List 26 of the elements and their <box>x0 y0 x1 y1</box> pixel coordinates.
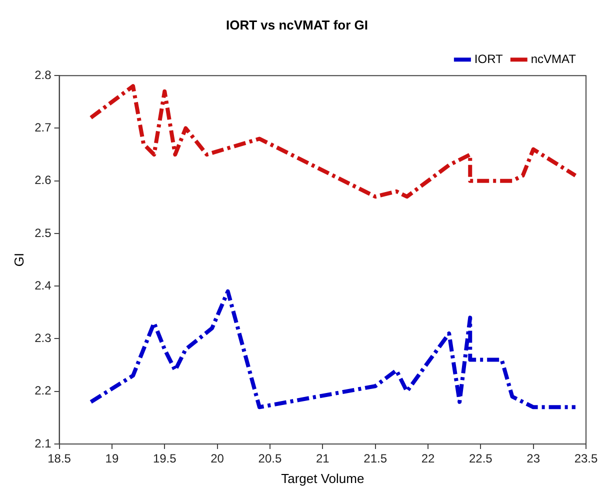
x-tick-label: 20.5 <box>258 452 282 466</box>
x-tick-label: 23.5 <box>574 452 598 466</box>
x-tick-label: 23 <box>526 452 540 466</box>
y-tick-label: 2.2 <box>34 384 52 398</box>
y-axis-title: GI <box>11 252 26 267</box>
y-tick-label: 2.6 <box>34 173 52 188</box>
x-tick-label: 21.5 <box>364 452 388 466</box>
legend-label: ncVMAT <box>530 52 577 66</box>
x-tick-label: 20 <box>210 452 224 466</box>
x-tick-label: 22.5 <box>468 452 493 466</box>
y-tick-label: 2.5 <box>34 226 52 240</box>
y-tick-label: 2.1 <box>34 436 52 450</box>
x-axis-title: Target Volume <box>281 470 364 486</box>
y-tick-label: 2.7 <box>34 120 52 135</box>
legend-label: IORT <box>474 52 504 66</box>
line-series <box>88 84 578 199</box>
x-tick-label: 19 <box>105 452 119 466</box>
y-tick-label: 2.4 <box>34 278 52 292</box>
y-tick-label: 2.3 <box>34 331 52 346</box>
x-tick-label: 18.5 <box>48 452 72 466</box>
x-tick-label: 19.5 <box>152 452 177 466</box>
y-tick-label: 2.8 <box>34 68 52 82</box>
x-tick-label: 21 <box>316 452 330 466</box>
line-series <box>88 289 578 410</box>
x-tick-label: 22 <box>421 452 435 466</box>
chart-title: IORT vs ncVMAT for GI <box>226 17 368 32</box>
